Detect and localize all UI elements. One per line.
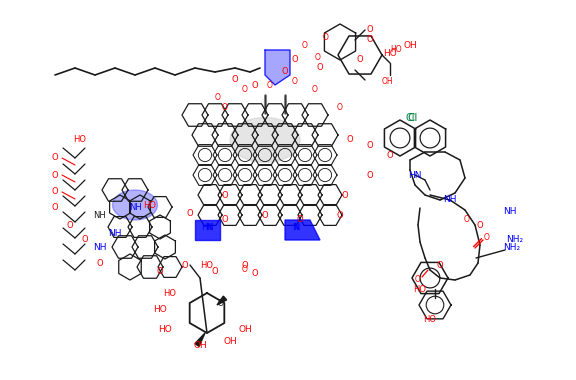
Text: NH: NH (108, 228, 122, 238)
Text: OH: OH (193, 340, 207, 350)
Text: O: O (52, 187, 58, 196)
Text: N: N (292, 223, 298, 233)
Text: O: O (464, 215, 470, 225)
Text: HN: HN (200, 223, 213, 233)
Text: HO: HO (423, 315, 437, 325)
Text: N: N (293, 223, 299, 233)
Text: O: O (242, 266, 248, 274)
Text: O: O (323, 33, 329, 43)
Text: O: O (342, 190, 348, 200)
Text: O: O (484, 233, 490, 242)
Text: O: O (262, 211, 268, 220)
Text: O: O (357, 55, 363, 65)
Text: O: O (337, 211, 343, 220)
Text: O: O (291, 55, 298, 65)
Polygon shape (195, 333, 205, 347)
Text: HO: HO (158, 326, 172, 334)
Text: NH: NH (128, 203, 141, 212)
Text: O: O (232, 76, 238, 84)
Text: OH: OH (381, 76, 393, 86)
Text: O: O (437, 261, 444, 269)
Text: O: O (97, 258, 103, 268)
Text: HN: HN (408, 171, 422, 179)
Text: HO: HO (164, 288, 176, 298)
Text: O: O (317, 63, 323, 73)
Polygon shape (217, 296, 226, 305)
Text: NH: NH (444, 195, 457, 204)
Text: O: O (477, 220, 483, 230)
Text: O: O (218, 299, 224, 307)
Polygon shape (285, 220, 320, 240)
Text: O: O (282, 68, 289, 76)
Text: O: O (52, 171, 58, 179)
Text: HO: HO (143, 201, 157, 209)
Text: O: O (67, 220, 73, 230)
Text: HO: HO (383, 49, 397, 57)
Text: O: O (267, 81, 273, 90)
Polygon shape (195, 220, 220, 240)
Text: HO: HO (200, 261, 214, 269)
Text: HO: HO (74, 136, 86, 144)
Text: NH: NH (503, 207, 517, 217)
Text: HO: HO (414, 285, 426, 294)
Text: HO: HO (390, 46, 402, 54)
Text: O: O (312, 86, 318, 95)
Text: O: O (242, 261, 248, 269)
Text: O: O (187, 209, 194, 217)
Text: OH: OH (403, 41, 417, 49)
Text: Cl: Cl (406, 113, 415, 123)
Ellipse shape (112, 190, 157, 220)
Text: O: O (415, 276, 421, 285)
Text: O: O (215, 93, 221, 103)
Text: O: O (367, 171, 373, 179)
Text: O: O (252, 269, 258, 277)
Polygon shape (265, 50, 290, 85)
Text: O: O (222, 190, 228, 200)
Text: O: O (367, 35, 373, 44)
Text: O: O (297, 215, 304, 225)
Text: O: O (52, 204, 58, 212)
Text: NH: NH (93, 244, 107, 252)
Text: NH: NH (94, 211, 107, 220)
Text: O: O (302, 41, 308, 49)
Text: O: O (242, 86, 248, 95)
Text: N: N (205, 223, 211, 233)
Text: HO: HO (153, 306, 167, 315)
Text: O: O (315, 54, 321, 62)
Text: OH: OH (238, 326, 252, 334)
Text: O: O (52, 154, 58, 163)
Text: O: O (292, 78, 298, 87)
Ellipse shape (230, 117, 300, 163)
Text: NH₂: NH₂ (503, 244, 521, 252)
Text: O: O (157, 268, 164, 277)
Text: O: O (252, 81, 258, 90)
Text: O: O (367, 25, 373, 35)
Text: O: O (181, 261, 188, 269)
Text: O: O (222, 103, 228, 112)
Text: O: O (82, 236, 88, 244)
Text: Cl: Cl (408, 113, 418, 123)
Text: O: O (386, 150, 393, 160)
Text: O: O (222, 215, 228, 225)
Text: O: O (367, 141, 373, 149)
Text: O: O (347, 136, 353, 144)
Text: O: O (337, 103, 343, 112)
Text: NH₂: NH₂ (506, 236, 524, 244)
Text: O: O (212, 268, 218, 277)
Text: OH: OH (223, 337, 237, 347)
